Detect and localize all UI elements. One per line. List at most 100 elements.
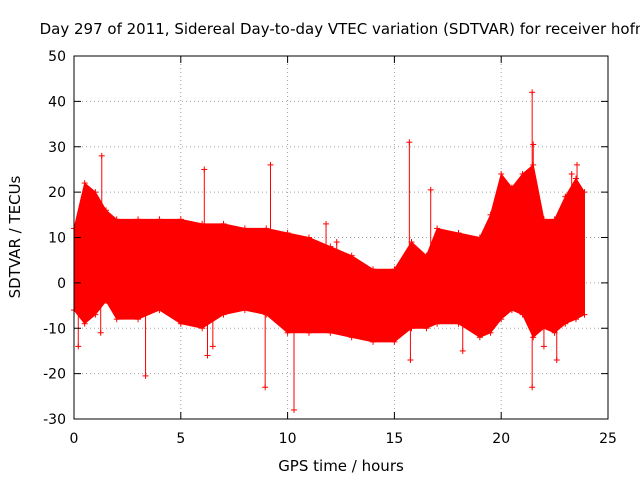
outlier-marker (204, 352, 211, 359)
x-tick-label: 10 (279, 431, 297, 447)
band-high-marker (177, 216, 184, 223)
band-low-marker (199, 325, 206, 332)
band-high-marker (487, 211, 494, 218)
x-tick-label: 20 (492, 431, 510, 447)
band-low-marker (487, 329, 494, 336)
band-low-marker (348, 334, 355, 341)
outlier-marker (291, 406, 298, 413)
data-markers (71, 89, 588, 413)
band-low-marker (135, 316, 142, 323)
band-high-marker (562, 193, 569, 200)
band-low-marker (572, 316, 579, 323)
outlier-marker (529, 384, 536, 391)
band-high-marker (423, 252, 430, 259)
band-low-marker (476, 334, 483, 341)
y-tick-label: 30 (48, 140, 66, 156)
y-tick-label: 40 (48, 94, 66, 110)
outlier-marker (553, 357, 560, 364)
band-low-marker (455, 320, 462, 327)
outlier-marker (75, 343, 82, 350)
band-low-marker (519, 311, 526, 318)
outlier-marker (333, 239, 340, 246)
band-high-marker (284, 229, 291, 236)
outlier-marker (532, 329, 539, 336)
band-high-marker (455, 229, 462, 236)
outlier-marker (406, 139, 413, 146)
outlier-marker (323, 220, 330, 227)
band-high-marker (135, 216, 142, 223)
band-high-marker (391, 266, 398, 273)
outlier-marker (407, 357, 414, 364)
outlier-marker (574, 161, 581, 168)
band-high-marker (551, 216, 558, 223)
band-high-marker (81, 180, 88, 187)
band-low-marker (220, 311, 227, 318)
band-high-marker (263, 225, 270, 232)
outlier-marker (530, 141, 537, 148)
band-high-marker (220, 220, 227, 227)
outlier-marker (540, 343, 547, 350)
x-axis-title: GPS time / hours (278, 457, 404, 475)
x-tick-label: 5 (176, 431, 185, 447)
band-low-marker (103, 298, 110, 305)
outlier-marker (427, 186, 434, 193)
axis-ticks (73, 55, 609, 420)
band-low-marker (241, 307, 248, 314)
outlier-marker (568, 170, 575, 177)
y-tick-label: 20 (48, 185, 66, 201)
band-low-marker (562, 320, 569, 327)
data-envelope (73, 163, 586, 343)
band-high-marker (92, 189, 99, 196)
band-low-marker (92, 311, 99, 318)
y-tick-label: -20 (43, 367, 66, 383)
outlier-marker (267, 161, 274, 168)
y-tick-label: -10 (43, 321, 66, 337)
band-low-marker (177, 320, 184, 327)
band-high-marker (113, 216, 120, 223)
band-low-marker (327, 329, 334, 336)
band-high-marker (540, 216, 547, 223)
y-tick-label: -30 (43, 412, 66, 428)
band-high-marker (370, 266, 377, 273)
band-low-marker (530, 334, 537, 341)
band-low-marker (284, 329, 291, 336)
band-high-marker (241, 225, 248, 232)
outlier-marker (262, 384, 269, 391)
band-low-marker (391, 338, 398, 345)
band-low-marker (113, 316, 120, 323)
band-high-marker (348, 252, 355, 259)
band-high-marker (581, 189, 588, 196)
outlier-marker (142, 372, 149, 379)
x-tick-label: 25 (599, 431, 617, 447)
band-low-marker (156, 307, 163, 314)
band-high-marker (519, 170, 526, 177)
band-high-marker (434, 225, 441, 232)
band-low-marker (81, 320, 88, 327)
chart-title: Day 297 of 2011, Sidereal Day-to-day VTE… (40, 20, 640, 38)
outlier-marker (209, 343, 216, 350)
data-band (73, 163, 586, 343)
y-axis-title: SDTVAR / TECUs (6, 175, 24, 298)
band-high-marker (327, 243, 334, 250)
band-high-marker (498, 170, 505, 177)
outlier-marker (529, 89, 536, 96)
band-high-marker (103, 207, 110, 214)
axis-tick-labels: 0 5 10 15 20 25 -30 -20 -10 0 10 20 30 40 50 (43, 49, 617, 447)
outlier-marker (201, 166, 208, 173)
band-low-marker (305, 329, 312, 336)
band-low-marker (508, 307, 515, 314)
band-low-marker (423, 325, 430, 332)
band-low-marker (498, 316, 505, 323)
band-high-marker (508, 184, 515, 191)
band-low-marker (370, 338, 377, 345)
band-low-marker (434, 320, 441, 327)
outlier-marker (459, 347, 466, 354)
x-tick-label: 15 (385, 431, 403, 447)
outlier-marker (97, 329, 104, 336)
y-tick-label: 50 (48, 49, 66, 65)
y-tick-label: 0 (57, 276, 66, 292)
outlier-marker (98, 152, 105, 159)
band-low-marker (581, 311, 588, 318)
y-tick-label: 10 (48, 231, 66, 247)
